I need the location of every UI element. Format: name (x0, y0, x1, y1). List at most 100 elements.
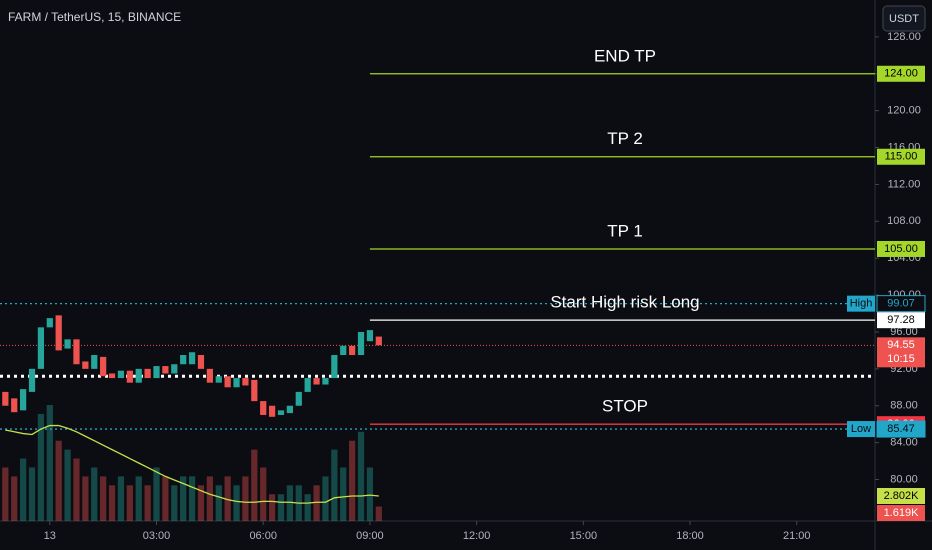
y-tick-label: 84.00 (890, 437, 918, 449)
candle-body (100, 356, 107, 377)
volume-bar (313, 485, 320, 521)
candle-body (20, 389, 27, 411)
candle-body (188, 352, 196, 365)
countdown-label: 10:15 (887, 353, 915, 365)
volume-bar (28, 467, 36, 521)
chart-title: FARM / TetherUS, 15, BINANCE (8, 10, 181, 24)
volume-bar (286, 485, 294, 521)
candle-body (242, 378, 249, 386)
candle-body (340, 345, 347, 356)
volume-bar (117, 476, 125, 521)
volume-bar (144, 485, 151, 521)
volume-bar (366, 467, 374, 521)
volume-bar (180, 476, 187, 521)
volume-bar (11, 476, 18, 521)
volume-bar (215, 485, 222, 521)
low-name-box (847, 421, 875, 438)
candle-body (2, 391, 9, 406)
candle-body (304, 378, 311, 392)
volume-bar (375, 506, 382, 521)
candle-body (91, 355, 98, 369)
volume-bar (224, 476, 231, 521)
currency-button[interactable] (882, 5, 926, 32)
y-tick-label: 108.00 (887, 215, 921, 227)
candle-body (268, 405, 276, 417)
volume-bar (82, 476, 89, 521)
volume-bar (322, 476, 329, 521)
last-price-label: 94.55 (887, 339, 915, 351)
currency-label[interactable]: USDT (889, 13, 919, 25)
candle-body (135, 368, 142, 383)
candle-body (357, 331, 365, 356)
high-price-box (876, 295, 926, 313)
level-price-box (877, 148, 925, 165)
volume-bar (331, 449, 338, 521)
volume-bar (91, 467, 98, 521)
volume-bar (251, 449, 258, 521)
last-price-box (877, 337, 925, 368)
volume-bar (304, 494, 311, 521)
high-price: 99.07 (887, 298, 915, 310)
candle-body (349, 345, 356, 356)
candle-body (153, 366, 160, 379)
candle-body (322, 378, 329, 385)
volume-bar (260, 467, 267, 521)
level-price-box (877, 312, 925, 329)
volume-bar (2, 467, 9, 521)
volume-bar (20, 458, 27, 521)
x-tick-label: 12:00 (463, 530, 491, 542)
candle-body (215, 376, 222, 383)
volume-bar (197, 485, 205, 521)
level-name: TP 2 (607, 129, 643, 148)
candle-body (82, 361, 89, 369)
x-tick-label: 03:00 (143, 530, 171, 542)
volume-bar (188, 476, 196, 521)
candle-body (224, 376, 231, 388)
volume-bar (55, 440, 62, 521)
y-tick-label: 80.00 (890, 473, 918, 485)
candle-body (11, 398, 18, 413)
candle-body (37, 327, 45, 369)
level-price-box (877, 65, 925, 82)
candle-body (331, 355, 338, 379)
candle-body (55, 315, 62, 351)
level-name: STOP (602, 397, 648, 416)
level-name: END TP (594, 46, 656, 65)
volume-bar (153, 467, 160, 521)
candle-body (171, 364, 178, 374)
candle-body (260, 401, 267, 415)
level-name: TP 1 (607, 221, 643, 240)
candle-body (233, 378, 240, 388)
candle-body (28, 368, 36, 392)
level-price-label: 124.00 (884, 68, 918, 80)
candle-body (251, 379, 258, 402)
x-tick-label: 15:00 (570, 530, 598, 542)
candle-body (313, 378, 320, 385)
candle-body (117, 370, 125, 379)
volume-ma-box (877, 488, 925, 505)
y-tick-label: 88.00 (890, 400, 918, 412)
high-name-box (847, 295, 875, 312)
y-tick-label: 128.00 (887, 31, 921, 43)
x-tick-label: 06:00 (249, 530, 277, 542)
candle-body (126, 370, 133, 383)
low-price: 85.47 (887, 423, 915, 435)
volume-ma-line (5, 424, 379, 504)
candle-body (206, 368, 213, 383)
volume-bar (349, 440, 356, 521)
volume-bar (135, 476, 142, 521)
volume-ma-value: 2.802K (884, 490, 920, 502)
level-name: Start High risk Long (550, 293, 699, 312)
y-tick-label: 96.00 (890, 326, 918, 338)
x-tick-label: 09:00 (356, 530, 384, 542)
volume-bar (340, 467, 347, 521)
candle-body (180, 355, 187, 365)
volume-bar (233, 485, 240, 521)
level-price-label: 115.00 (885, 151, 918, 163)
level-price-box (877, 240, 925, 257)
low-price-box (876, 420, 926, 438)
volume-bar (100, 476, 107, 521)
level-price-label: 97.28 (887, 314, 915, 326)
volume-bar (108, 485, 116, 521)
